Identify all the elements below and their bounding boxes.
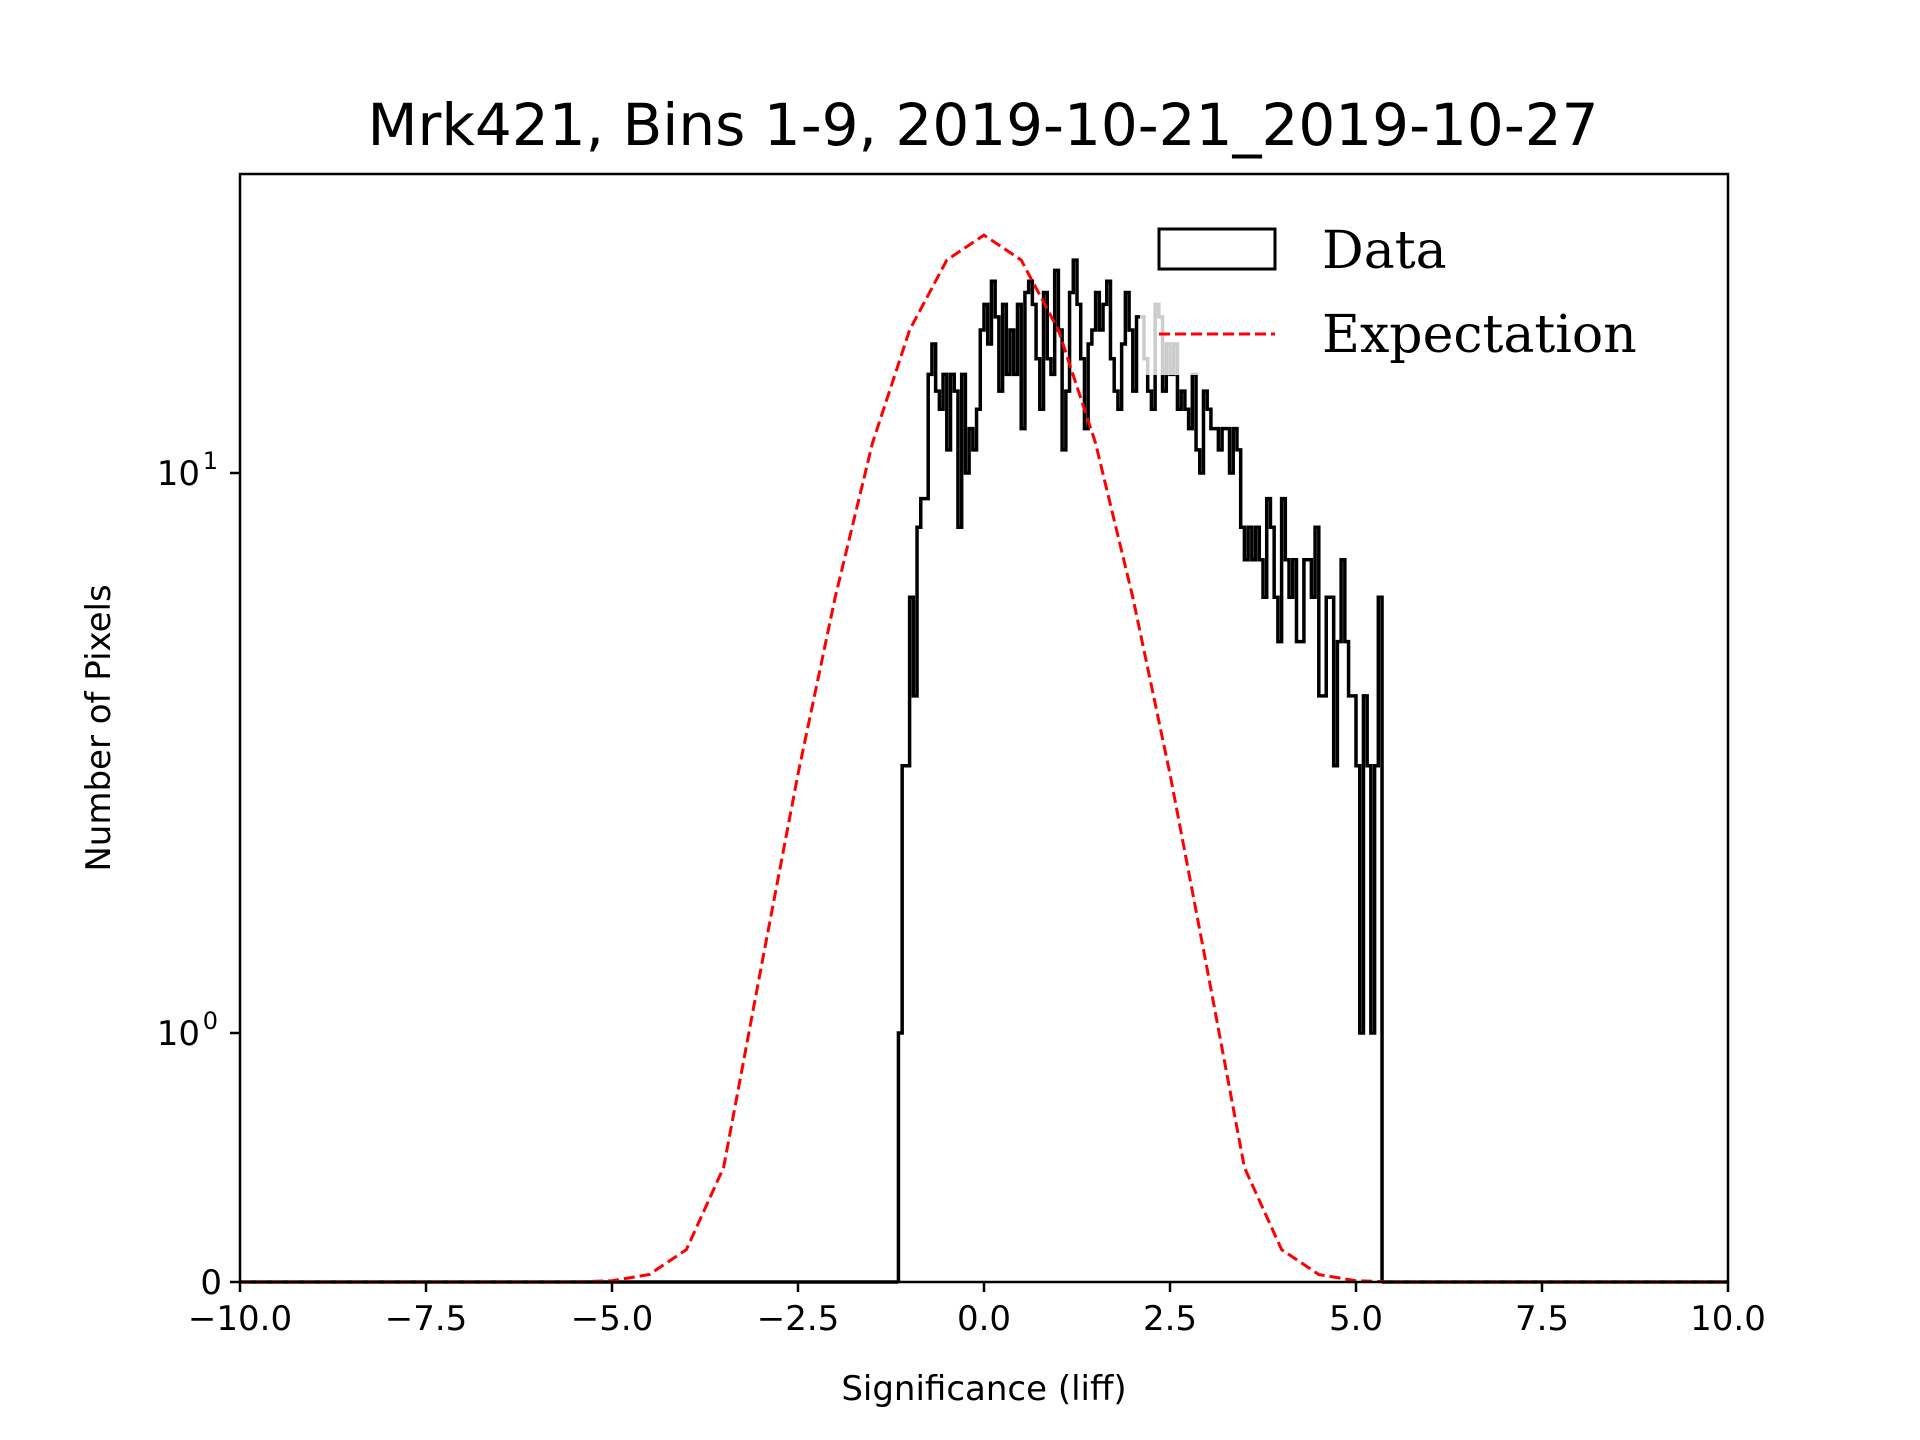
- y-tick-label: 10: [157, 1014, 200, 1054]
- x-tick-label: 5.0: [1329, 1299, 1383, 1339]
- legend-data-swatch: [1157, 227, 1277, 271]
- legend-expectation-label: Expectation: [1322, 305, 1637, 365]
- y-tick-exponent: 0: [203, 1007, 218, 1035]
- y-axis-label: Number of Pixels: [79, 584, 119, 871]
- legend-data-label: Data: [1322, 221, 1447, 281]
- y-tick-label: 0: [200, 1263, 222, 1303]
- x-tick-label: 7.5: [1515, 1299, 1569, 1339]
- x-tick-label: 2.5: [1143, 1299, 1197, 1339]
- x-tick-label: −7.5: [385, 1299, 468, 1339]
- legend-background: [1140, 215, 1700, 375]
- y-tick-exponent: 1: [203, 447, 218, 475]
- legend: Data Expectation: [1140, 215, 1700, 375]
- x-tick-label: 0.0: [957, 1299, 1011, 1339]
- data-histogram: [896, 258, 1384, 1282]
- x-tick-label: −2.5: [757, 1299, 840, 1339]
- x-tick-label: 10.0: [1690, 1299, 1766, 1339]
- x-axis-label: Significance (liff): [841, 1369, 1126, 1409]
- chart-title: Mrk421, Bins 1-9, 2019-10-21_2019-10-27: [367, 91, 1598, 159]
- y-tick-label: 10: [157, 454, 200, 494]
- x-tick-label: −10.0: [188, 1299, 292, 1339]
- x-axis: −10.0 −7.5 −5.0 −2.5 0.0 2.5 5.0 7.5 10.0: [188, 1282, 1766, 1339]
- x-tick-label: −5.0: [571, 1299, 654, 1339]
